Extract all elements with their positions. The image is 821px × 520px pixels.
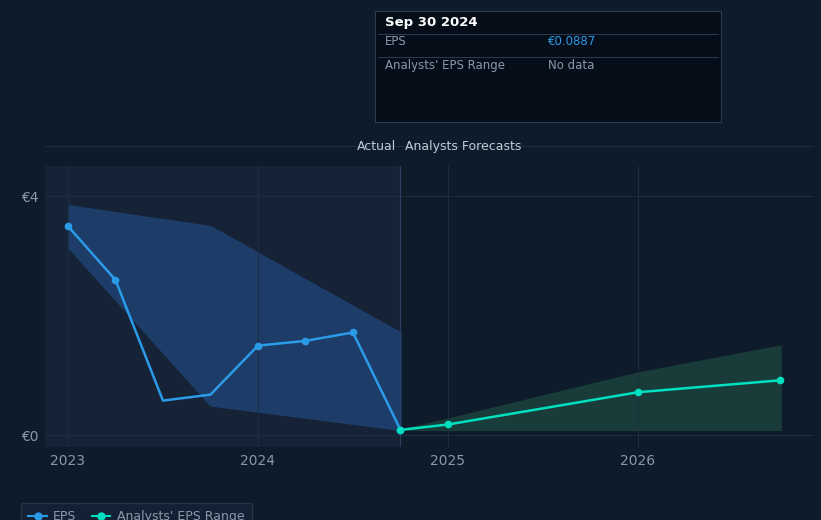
Text: Analysts Forecasts: Analysts Forecasts — [405, 140, 521, 153]
Bar — [45, 166, 401, 447]
Text: Actual: Actual — [357, 140, 397, 153]
Text: EPS: EPS — [385, 35, 406, 48]
Text: Sep 30 2024: Sep 30 2024 — [385, 16, 478, 29]
Text: €0.0887: €0.0887 — [548, 35, 596, 48]
Legend: EPS, Analysts' EPS Range: EPS, Analysts' EPS Range — [21, 503, 252, 520]
Text: No data: No data — [548, 59, 594, 72]
Text: Analysts' EPS Range: Analysts' EPS Range — [385, 59, 505, 72]
